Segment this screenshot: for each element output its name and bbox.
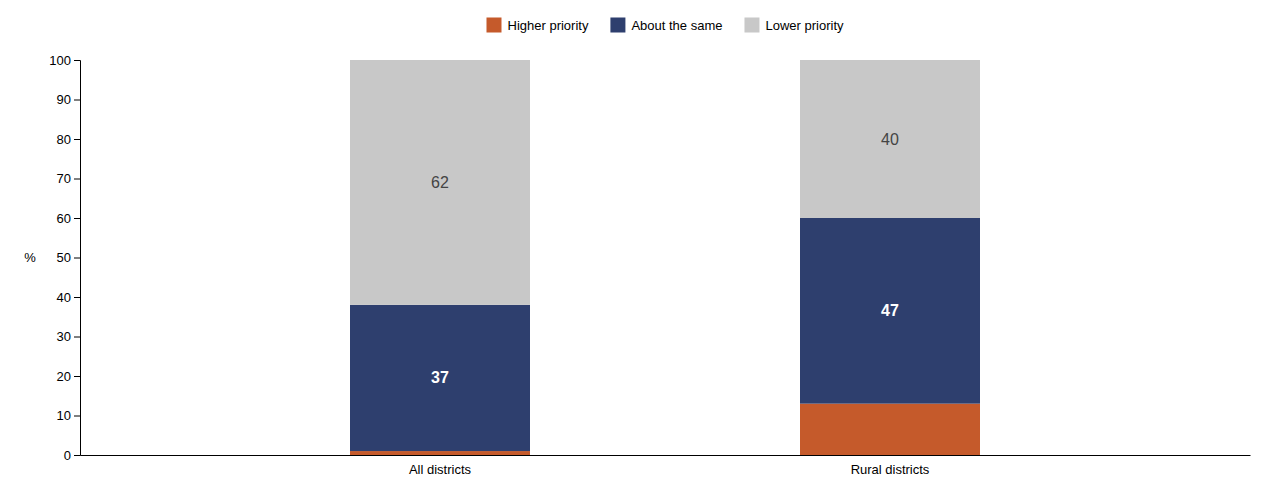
y-tick-mark xyxy=(74,139,80,140)
y-tick-mark xyxy=(74,218,80,219)
x-tick-label: All districts xyxy=(409,462,472,477)
legend-swatch xyxy=(610,18,625,33)
y-tick-label: 90 xyxy=(57,92,71,107)
x-tick-label: Rural districts xyxy=(851,462,930,477)
legend-label: About the same xyxy=(631,18,722,33)
y-tick: 0 xyxy=(64,448,80,463)
bar xyxy=(800,60,980,218)
y-tick: 70 xyxy=(57,171,80,186)
y-axis-line xyxy=(74,61,81,456)
y-tick-label: 20 xyxy=(57,369,71,384)
y-tick-mark xyxy=(74,60,80,61)
x-axis-line xyxy=(81,455,1251,456)
data-labels: 37 47 62 40 xyxy=(431,131,899,387)
y-tick: 100 xyxy=(49,53,80,68)
y-tick: 90 xyxy=(57,92,80,107)
data-label: 47 xyxy=(881,302,899,319)
bar-series xyxy=(350,60,980,305)
legend-swatch xyxy=(744,18,759,33)
legend-item: About the same xyxy=(610,18,722,33)
chart-container: 37 47 62 40 All districts Rural districts 0 10 2… xyxy=(0,0,1280,500)
legend-item: Higher priority xyxy=(486,18,588,33)
y-tick: 10 xyxy=(57,408,80,423)
bar xyxy=(350,305,530,451)
y-tick-label: 60 xyxy=(57,211,71,226)
legend: Higher priority About the same Lower prior… xyxy=(486,18,844,33)
chart-svg: 37 47 62 40 All districts Rural districts 0 10 2… xyxy=(0,0,1280,500)
plot-area xyxy=(350,60,980,455)
y-tick-mark xyxy=(74,455,80,456)
bar xyxy=(800,404,980,455)
y-tick: 20 xyxy=(57,369,80,384)
y-tick-mark xyxy=(74,376,80,377)
legend-label: Higher priority xyxy=(507,18,588,33)
y-tick-mark xyxy=(74,337,80,338)
y-axis: 0 10 20 30 40 50 60 70 80 90 100 xyxy=(49,53,80,463)
y-tick: 50 xyxy=(57,250,80,265)
y-tick-label: 50 xyxy=(57,250,71,265)
bar xyxy=(800,218,980,404)
legend-swatch xyxy=(486,18,501,33)
y-tick-label: 40 xyxy=(57,290,71,305)
y-tick-mark xyxy=(74,297,80,298)
y-tick-label: 70 xyxy=(57,171,71,186)
x-tick: Rural districts xyxy=(851,462,930,477)
bar xyxy=(350,60,530,305)
data-label: 40 xyxy=(881,131,899,148)
y-tick-mark xyxy=(74,179,80,180)
x-axis: All districts Rural districts xyxy=(81,456,1251,478)
data-label: 37 xyxy=(431,369,449,386)
legend-item: Lower priority xyxy=(744,18,844,33)
y-tick-label: 80 xyxy=(57,132,71,147)
y-axis-label: % xyxy=(24,250,36,265)
y-tick-label: 30 xyxy=(57,329,71,344)
y-tick: 40 xyxy=(57,290,80,305)
y-tick-mark xyxy=(74,258,80,259)
y-tick-label: 0 xyxy=(64,448,71,463)
legend-label: Lower priority xyxy=(765,18,844,33)
y-tick: 30 xyxy=(57,329,80,344)
y-tick-mark xyxy=(74,416,80,417)
y-tick-label: 100 xyxy=(49,53,71,68)
x-tick: All districts xyxy=(409,462,472,477)
y-tick: 60 xyxy=(57,211,80,226)
y-tick: 80 xyxy=(57,132,80,147)
y-tick-label: 10 xyxy=(57,408,71,423)
bar xyxy=(350,451,530,455)
data-label: 62 xyxy=(431,174,449,191)
y-tick-mark xyxy=(74,100,80,101)
